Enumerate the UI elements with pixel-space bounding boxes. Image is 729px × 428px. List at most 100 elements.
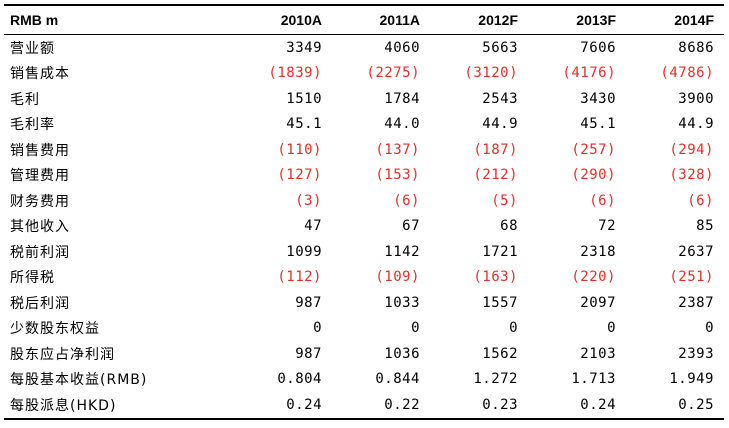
value-cell: (6) (393, 192, 420, 209)
header-year-2012f: 2012F (430, 4, 528, 35)
value-cell: (110) (277, 141, 322, 158)
value-cell: 0.804 (277, 371, 322, 388)
value-cell: (109) (375, 269, 420, 286)
header-year-2013f: 2013F (528, 4, 626, 35)
value-cell: 3349 (286, 39, 322, 56)
value-cell: 45.1 (286, 116, 322, 133)
row-label: 税前利润 (10, 244, 70, 261)
table-row: 每股派息(HKD) 0.24 0.22 0.23 0.24 0.25 (4, 392, 724, 420)
value-cell: 7606 (580, 39, 616, 56)
row-label: 管理费用 (10, 168, 70, 185)
row-label: 营业额 (10, 40, 55, 57)
value-cell: 68 (500, 218, 518, 235)
value-cell: 44.0 (384, 116, 420, 133)
table-row: 税后利润 987 1033 1557 2097 2387 (4, 290, 724, 316)
value-cell: 44.9 (678, 116, 714, 133)
value-cell: 2543 (482, 90, 518, 107)
value-cell: 1036 (384, 345, 420, 362)
row-label: 销售费用 (10, 142, 70, 159)
value-cell: (127) (277, 167, 322, 184)
value-cell: (137) (375, 141, 420, 158)
value-cell: 1033 (384, 294, 420, 311)
value-cell: 1510 (286, 90, 322, 107)
value-cell: (6) (589, 192, 616, 209)
value-cell: (1839) (268, 65, 322, 82)
table-row: 税前利润 1099 1142 1721 2318 2637 (4, 239, 724, 265)
value-cell: (2275) (366, 65, 420, 82)
table-row: 股东应占净利润 987 1036 1562 2103 2393 (4, 341, 724, 367)
row-label: 毛利率 (10, 117, 55, 134)
table-row: 管理费用 (127) (153) (212) (290) (328) (4, 163, 724, 189)
value-cell: 2103 (580, 345, 616, 362)
table-row: 财务费用 (3) (6) (5) (6) (6) (4, 188, 724, 214)
header-year-2010a: 2010A (234, 4, 332, 35)
value-cell: 0.24 (234, 392, 332, 420)
value-cell: 3430 (580, 90, 616, 107)
value-cell: 0.25 (626, 392, 724, 420)
table-row: 营业额 3349 4060 5663 7606 8686 (4, 35, 724, 61)
header-row: RMB m 2010A 2011A 2012F 2013F 2014F (4, 4, 724, 35)
header-year-2014f: 2014F (626, 4, 724, 35)
value-cell: 987 (295, 345, 322, 362)
value-cell: 2387 (678, 294, 714, 311)
value-cell: 1721 (482, 243, 518, 260)
row-label: 财务费用 (10, 193, 70, 210)
value-cell: 1099 (286, 243, 322, 260)
row-label: 每股派息(HKD) (4, 392, 234, 420)
value-cell: 2393 (678, 345, 714, 362)
value-cell: 44.9 (482, 116, 518, 133)
table-row: 销售成本 (1839) (2275) (3120) (4176) (4786) (4, 61, 724, 87)
value-cell: 0.23 (430, 392, 528, 420)
value-cell: 0 (313, 320, 322, 337)
value-cell: 47 (304, 218, 322, 235)
value-cell: 1562 (482, 345, 518, 362)
value-cell: (153) (375, 167, 420, 184)
income-statement-table: RMB m 2010A 2011A 2012F 2013F 2014F 营业额 3… (4, 4, 724, 420)
value-cell: 1142 (384, 243, 420, 260)
value-cell: (6) (687, 192, 714, 209)
value-cell: (163) (473, 269, 518, 286)
value-cell: 1.713 (571, 371, 616, 388)
value-cell: 45.1 (580, 116, 616, 133)
value-cell: (4176) (562, 65, 616, 82)
value-cell: (257) (571, 141, 616, 158)
value-cell: 0 (411, 320, 420, 337)
value-cell: 0 (509, 320, 518, 337)
header-year-2011a: 2011A (332, 4, 430, 35)
value-cell: (328) (669, 167, 714, 184)
value-cell: (3) (295, 192, 322, 209)
table-row: 其他收入 47 67 68 72 85 (4, 214, 724, 240)
value-cell: 0.22 (332, 392, 430, 420)
row-label: 毛利 (10, 91, 40, 108)
table-body: 营业额 3349 4060 5663 7606 8686 销售成本 (1839) (2275) (… (4, 35, 724, 420)
value-cell: (4786) (660, 65, 714, 82)
value-cell: 4060 (384, 39, 420, 56)
value-cell: 5663 (482, 39, 518, 56)
value-cell: 2097 (580, 294, 616, 311)
table-row: 毛利率 45.1 44.0 44.9 45.1 44.9 (4, 112, 724, 138)
value-cell: 1.272 (473, 371, 518, 388)
value-cell: 0.24 (528, 392, 626, 420)
value-cell: 67 (402, 218, 420, 235)
row-label: 每股基本收益(RMB) (10, 372, 148, 389)
value-cell: 1.949 (669, 371, 714, 388)
header-label: RMB m (4, 4, 234, 35)
value-cell: 0.844 (375, 371, 420, 388)
value-cell: (212) (473, 167, 518, 184)
value-cell: (220) (571, 269, 616, 286)
table-row: 所得税 (112) (109) (163) (220) (251) (4, 265, 724, 291)
value-cell: (294) (669, 141, 714, 158)
value-cell: 987 (295, 294, 322, 311)
table-row: 毛利 1510 1784 2543 3430 3900 (4, 86, 724, 112)
value-cell: 85 (696, 218, 714, 235)
value-cell: (187) (473, 141, 518, 158)
value-cell: 3900 (678, 90, 714, 107)
value-cell: 0 (705, 320, 714, 337)
row-label: 税后利润 (10, 295, 70, 312)
table-header: RMB m 2010A 2011A 2012F 2013F 2014F (4, 4, 724, 35)
value-cell: (112) (277, 269, 322, 286)
value-cell: (290) (571, 167, 616, 184)
row-label: 销售成本 (10, 66, 70, 83)
value-cell: (5) (491, 192, 518, 209)
row-label: 其他收入 (10, 219, 70, 236)
